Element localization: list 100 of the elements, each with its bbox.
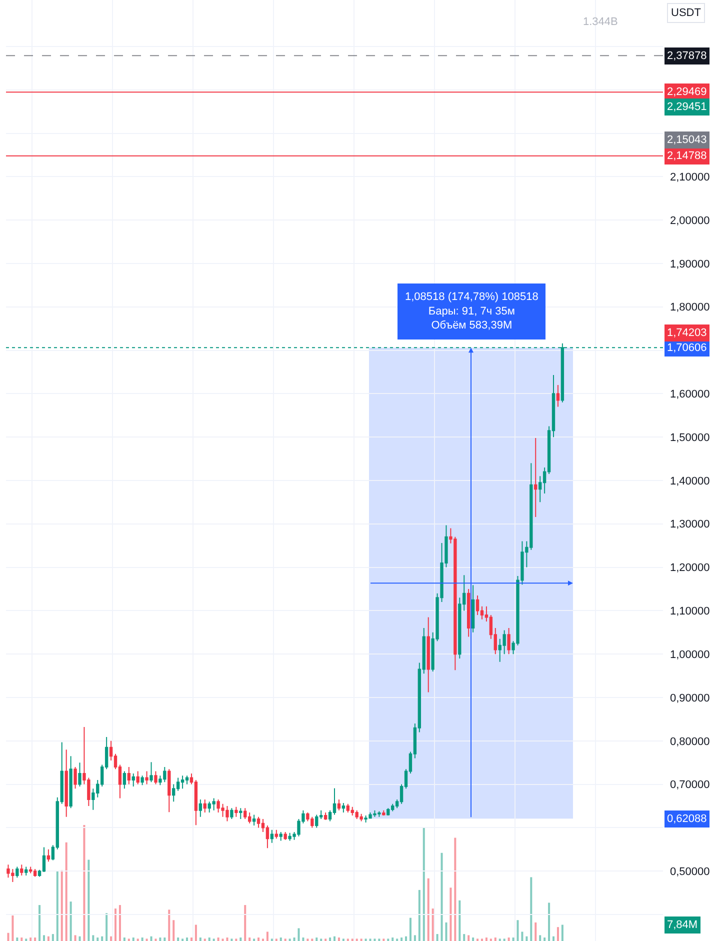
- bar: [88, 860, 90, 941]
- bar: [516, 920, 519, 941]
- candlestick: [534, 437, 538, 518]
- bar: [164, 938, 166, 941]
- text: 0,62088: [667, 813, 707, 825]
- candlestick: [24, 866, 28, 876]
- bar: [30, 938, 32, 941]
- y-tick-label: 1,80000: [670, 302, 710, 314]
- bar: [194, 924, 197, 941]
- bar: [92, 935, 94, 941]
- candlestick: [279, 832, 282, 842]
- bar: [316, 938, 318, 941]
- bar: [172, 920, 175, 941]
- bar: [539, 935, 542, 941]
- y-tick-label: 1,00000: [670, 648, 710, 661]
- bar: [512, 938, 514, 941]
- bar: [293, 938, 296, 941]
- bar: [110, 936, 112, 941]
- bar: [468, 935, 470, 941]
- bar: [217, 938, 220, 941]
- bar: [521, 932, 524, 941]
- bar: [432, 908, 434, 941]
- bar: [485, 938, 488, 941]
- candlestick: [185, 775, 189, 785]
- bar: [208, 938, 210, 941]
- bar: [436, 934, 438, 941]
- candlestick: [476, 595, 480, 616]
- bar: [280, 938, 282, 941]
- bar: [150, 936, 152, 941]
- bar: [70, 902, 72, 941]
- bar: [177, 938, 180, 941]
- bar: [186, 938, 188, 941]
- bar: [302, 938, 304, 941]
- bar: [422, 827, 425, 941]
- candlestick: [360, 813, 363, 822]
- bar: [42, 935, 45, 941]
- candlestick: [337, 799, 341, 811]
- bar: [333, 936, 336, 941]
- y-tick-label: 1,50000: [670, 432, 710, 444]
- bar: [78, 936, 81, 941]
- bar: [450, 888, 452, 941]
- bar: [414, 935, 416, 941]
- bar: [65, 842, 68, 941]
- y-tick-label: 0,90000: [670, 692, 710, 704]
- candlestick: [426, 616, 430, 693]
- candlestick: [274, 829, 278, 840]
- bar: [34, 938, 36, 941]
- band-label: 1,08518 (174,78%) 108518 Бары: 91, 7ч 35м Объём 583,39M: [405, 291, 538, 332]
- ref-line-label: 2,29469: [667, 86, 707, 98]
- bar: [440, 852, 443, 941]
- candlestick: [342, 802, 346, 814]
- y-tick-label: 1,90000: [670, 258, 710, 270]
- bar: [472, 938, 474, 941]
- candlestick: [132, 772, 135, 787]
- candlestick: [386, 808, 390, 816]
- bar: [56, 871, 58, 941]
- bar: [530, 877, 532, 941]
- bar: [74, 935, 76, 941]
- bar: [534, 922, 537, 941]
- bar: [494, 938, 496, 941]
- bar: [266, 932, 268, 941]
- bar: [20, 938, 23, 941]
- bar: [548, 902, 550, 941]
- bar: [123, 938, 126, 941]
- text: 2,29451: [667, 101, 707, 113]
- candlestick: [203, 799, 206, 814]
- candlestick: [466, 588, 470, 638]
- bar: [427, 878, 430, 941]
- candlestick: [324, 812, 328, 820]
- y-tick-label: 0,50000: [670, 866, 710, 878]
- candlestick: [284, 832, 287, 840]
- y-tick-label: 0,70000: [670, 779, 710, 792]
- bar: [159, 938, 162, 941]
- bar: [248, 938, 251, 941]
- candlestick: [78, 762, 82, 787]
- bar: [445, 922, 448, 941]
- bar: [526, 936, 528, 941]
- bar: [60, 870, 63, 941]
- candlestick: [252, 814, 256, 826]
- y-axis-title: USDT: [671, 7, 702, 19]
- y-tick-label: 1,60000: [670, 388, 710, 401]
- candlestick: [16, 866, 19, 878]
- candlestick: [230, 808, 234, 820]
- bar: [132, 938, 134, 941]
- candlestick: [248, 812, 252, 824]
- bar: [244, 905, 246, 941]
- candlestick: [74, 766, 77, 790]
- y-tick-label: 1,20000: [670, 562, 710, 574]
- candlestick: [150, 762, 153, 783]
- y-tick-label: 2,10000: [670, 172, 710, 184]
- candlestick: [507, 628, 510, 655]
- candlestick: [270, 829, 274, 844]
- ref-line-label: 2,14788: [667, 150, 707, 162]
- bar: [544, 938, 546, 941]
- bar: [141, 938, 144, 941]
- bar: [7, 932, 10, 941]
- bar: [106, 913, 108, 941]
- bar: [118, 905, 121, 941]
- y-tick-label: 1,40000: [670, 475, 710, 488]
- bar: [405, 936, 408, 941]
